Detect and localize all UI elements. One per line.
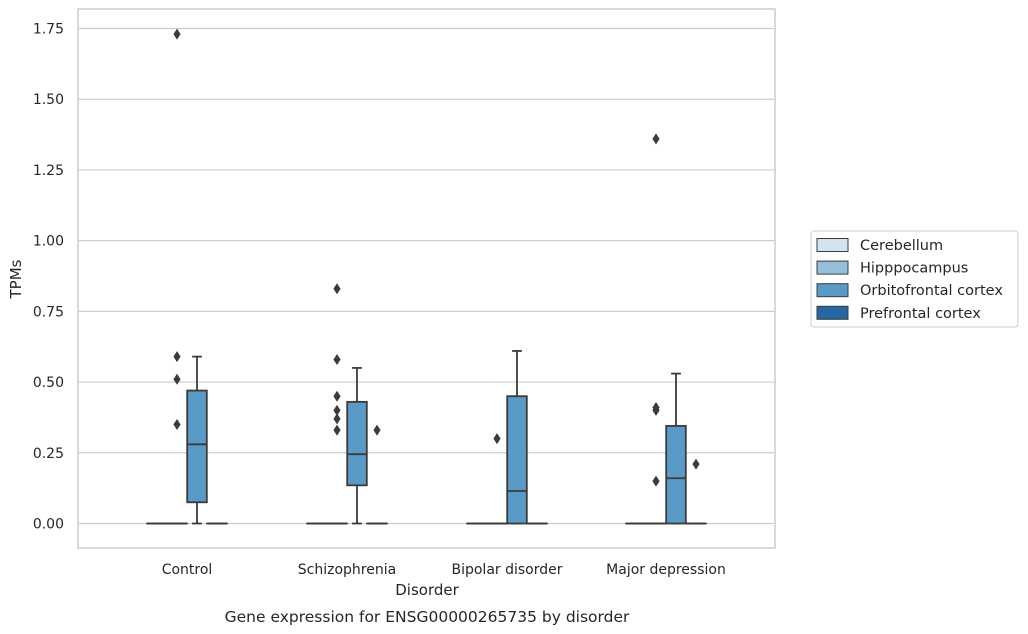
plot-area [146, 28, 707, 525]
box-hipppocampus [486, 433, 508, 525]
outlier-point [333, 283, 341, 295]
y-axis-ticks: 0.00 0.25 0.50 0.75 1.00 1.25 1.50 1.75 [33, 22, 64, 533]
x-tick-label: Control [162, 562, 213, 578]
y-axis-label: TPMs [7, 259, 25, 299]
outlier-point [652, 402, 660, 414]
legend-label: Cerebellum [860, 238, 943, 254]
outlier-point [652, 133, 660, 145]
y-tick-label: 0.25 [33, 446, 64, 462]
legend-label: Orbitofrontal cortex [860, 283, 1003, 299]
legend-swatch [816, 238, 849, 252]
legend-frame [810, 230, 1019, 328]
outlier-point [173, 351, 181, 363]
legend-label: Prefrontal cortex [860, 306, 981, 322]
outlier-point [173, 28, 181, 40]
box-body [186, 389, 208, 504]
legend-swatch [816, 260, 849, 275]
box-orbitofrontal-cortex [186, 355, 208, 525]
box-hipppocampus [166, 28, 188, 525]
outlier-point [333, 424, 341, 436]
y-tick-label: 1.25 [33, 163, 64, 179]
box-prefrontal-cortex [685, 458, 707, 525]
box-prefrontal-cortex [366, 424, 388, 525]
x-axis-label: Disorder [395, 581, 459, 599]
outlier-point [173, 373, 181, 385]
y-tick-label: 1.75 [33, 22, 64, 38]
x-tick-label: Bipolar disorder [451, 562, 562, 578]
legend-item: Hipppocampus [816, 260, 968, 277]
y-tick-label: 0.75 [33, 304, 64, 320]
outlier-point [333, 353, 341, 365]
box-hipppocampus [645, 133, 667, 525]
box-hipppocampus [326, 283, 348, 525]
legend-item: Orbitofrontal cortex [816, 283, 1003, 299]
x-axis-ticks: Control Schizophrenia Bipolar disorder Majo… [162, 562, 726, 578]
box-orbitofrontal-cortex [665, 372, 687, 525]
box-body [506, 395, 528, 525]
outlier-point [173, 419, 181, 430]
outlier-point [692, 458, 700, 470]
outlier-point [333, 404, 341, 416]
outlier-point [652, 475, 660, 487]
outlier-point [493, 433, 501, 445]
outlier-point [373, 424, 381, 436]
chart-caption: Gene expression for ENSG00000265735 by d… [225, 608, 630, 626]
outlier-point [333, 390, 341, 402]
legend-item: Cerebellum [816, 238, 943, 254]
outlier-point [333, 413, 341, 425]
y-tick-label: 0.50 [33, 375, 64, 391]
plot-frame [77, 8, 776, 549]
box-orbitofrontal-cortex [506, 350, 528, 525]
x-tick-label: Major depression [606, 562, 726, 578]
y-tick-label: 1.50 [33, 92, 64, 108]
y-tick-label: 1.00 [33, 234, 64, 250]
box-body [346, 400, 368, 487]
legend-item: Prefrontal cortex [816, 305, 981, 322]
legend: Cerebellum Hipppocampus Orbitofrontal cort… [810, 230, 1019, 328]
box-body [665, 425, 687, 525]
legend-swatch [816, 305, 849, 320]
box-orbitofrontal-cortex [346, 367, 368, 525]
legend-label: Hipppocampus [860, 261, 968, 277]
x-tick-label: Schizophrenia [298, 562, 396, 578]
y-tick-label: 0.00 [33, 517, 64, 533]
legend-swatch [816, 283, 849, 298]
